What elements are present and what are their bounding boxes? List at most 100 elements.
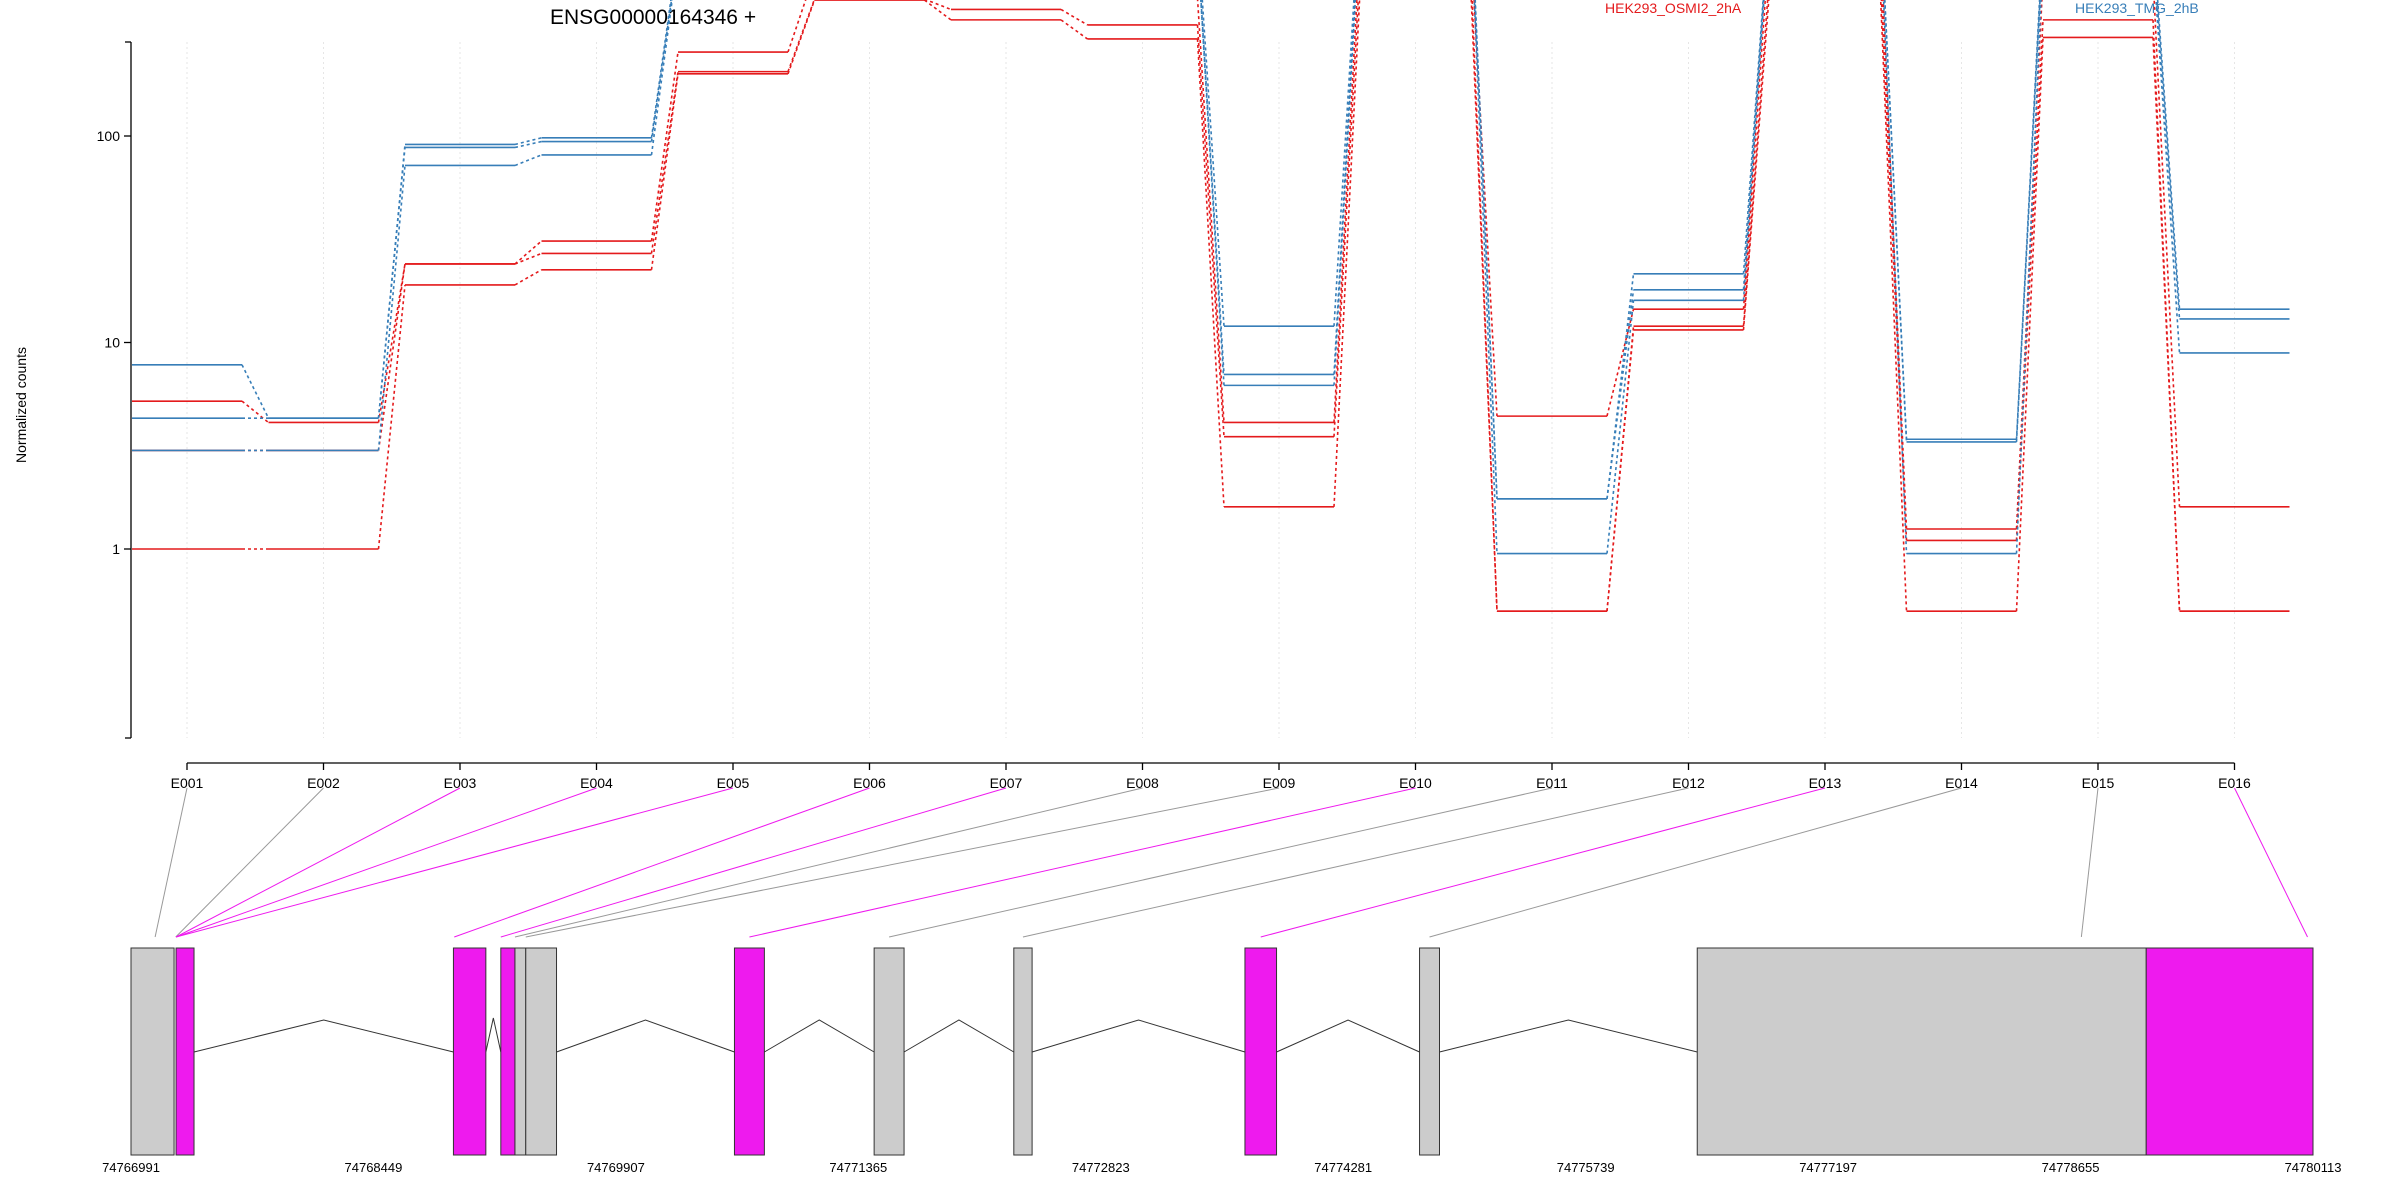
data-connector-E004-E005 xyxy=(650,0,672,138)
x-tick-label-E007: E007 xyxy=(990,775,1023,791)
exon-block-3 xyxy=(452,947,487,1156)
series-HEK293_TMG_2hB-3 xyxy=(132,0,2290,555)
intron-2 xyxy=(193,1019,454,1053)
exon-block-5 xyxy=(514,947,527,1156)
data-connector-E012-E013 xyxy=(1742,0,1765,290)
data-connector-E003-E004 xyxy=(514,269,542,286)
data-connector-E011-E012 xyxy=(1606,300,1635,554)
bin-connector-E013 xyxy=(1260,787,1826,938)
data-connector-E012-E013 xyxy=(1742,0,1770,331)
y-axis-label: Normalized counts xyxy=(13,347,29,463)
exon-block-9 xyxy=(1013,947,1033,1156)
exon-block-2 xyxy=(175,947,195,1156)
data-connector-E014-E015 xyxy=(2015,0,2041,442)
data-connector-E011-E012 xyxy=(1606,289,1635,499)
bin-connector-E009 xyxy=(525,787,1280,938)
data-connector-E013-E014 xyxy=(1879,0,1908,612)
bin-connector-E001 xyxy=(154,787,188,938)
bin-connector-E004 xyxy=(175,787,597,938)
y-tick-label-10: 10 xyxy=(104,335,120,351)
x-tick-label-E009: E009 xyxy=(1263,775,1296,791)
bin-connector-E010 xyxy=(749,787,1416,938)
data-connector-E002-E003 xyxy=(377,284,406,550)
exon-block-11 xyxy=(1419,947,1441,1156)
series-HEK293_OSMI2_2hA-3 xyxy=(132,0,2290,612)
coord-label-10: 74780113 xyxy=(2285,1160,2342,1175)
x-tick-label-E006: E006 xyxy=(853,775,886,791)
data-connector-E011-E012 xyxy=(1606,329,1635,612)
data-connector-E015-E016 xyxy=(2153,0,2181,507)
data-connector-E003-E004 xyxy=(514,137,542,146)
coord-label-9: 74778655 xyxy=(2042,1160,2100,1175)
data-connector-E004-E005 xyxy=(650,51,679,242)
series-HEK293_TMG_2hB-1 xyxy=(132,0,2290,500)
data-connector-E004-E005 xyxy=(650,73,679,270)
bin-connector-E011 xyxy=(888,787,1553,938)
data-connector-E012-E013 xyxy=(1742,0,1769,327)
intron-8 xyxy=(903,1019,1015,1053)
exon-block-1 xyxy=(130,947,175,1156)
x-tick-label-E001: E001 xyxy=(171,775,204,791)
data-connector-E008-E009 xyxy=(1200,0,1225,386)
coord-label-3: 74769907 xyxy=(587,1160,645,1175)
exon-block-6 xyxy=(525,947,558,1156)
x-tick-label-E015: E015 xyxy=(2082,775,2115,791)
y-tick-label-100: 100 xyxy=(97,128,121,144)
data-connector-E010-E011 xyxy=(1473,0,1498,417)
coord-label-8: 74777197 xyxy=(1799,1160,1857,1175)
coord-label-4: 74771365 xyxy=(829,1160,887,1175)
x-tick-label-E008: E008 xyxy=(1126,775,1159,791)
data-connector-E015-E016 xyxy=(2156,0,2181,320)
intron-6 xyxy=(556,1019,735,1053)
coord-label-6: 74774281 xyxy=(1314,1160,1372,1175)
bin-connector-E016 xyxy=(2234,787,2308,938)
data-connector-E008-E009 xyxy=(1196,38,1225,507)
data-connector-E014-E015 xyxy=(2015,19,2044,541)
x-tick-label-E010: E010 xyxy=(1399,775,1432,791)
intron-11 xyxy=(1439,1019,1698,1053)
series-lines xyxy=(132,0,2290,612)
data-connector-E009-E010 xyxy=(1333,0,1355,327)
series-HEK293_TMG_2hB-2 xyxy=(132,0,2290,500)
data-connector-E012-E013 xyxy=(1742,0,1765,301)
x-tick-label-E013: E013 xyxy=(1809,775,1842,791)
bin-connector-E012 xyxy=(1022,787,1689,938)
exon-block-13 xyxy=(2145,947,2314,1156)
series-HEK293_OSMI2_2hA-2 xyxy=(132,0,2290,612)
data-connector-E015-E016 xyxy=(2155,0,2181,354)
bin-connector-E003 xyxy=(175,787,461,938)
legend-entry-osmi2: HEK293_OSMI2_2hA xyxy=(1605,0,1742,16)
data-connector-E003-E004 xyxy=(514,240,543,265)
coord-label-2: 74768449 xyxy=(345,1160,403,1175)
data-connector-E004-E005 xyxy=(650,71,679,254)
data-connector-E002-E003 xyxy=(377,263,406,451)
x-tick-label-E004: E004 xyxy=(580,775,613,791)
exon-map: 74766991 74768449 74769907 74771365 74772823… xyxy=(102,947,2342,1175)
exon-block-10 xyxy=(1244,947,1278,1156)
bin-connector-E002 xyxy=(175,787,324,938)
x-tick-label-E011: E011 xyxy=(1536,775,1568,791)
bin-connectors xyxy=(154,787,2308,938)
data-connector-E009-E010 xyxy=(1333,0,1361,507)
intron-7 xyxy=(764,1019,875,1053)
exon-block-4 xyxy=(500,947,516,1156)
data-connector-E006-E007 xyxy=(924,0,952,11)
data-connector-E009-E010 xyxy=(1333,0,1360,437)
data-connector-E005-E006 xyxy=(787,0,816,75)
x-tick-label-E002: E002 xyxy=(307,775,340,791)
data-connector-E002-E003 xyxy=(377,165,406,451)
x-tick-label-E005: E005 xyxy=(717,775,750,791)
x-tick-label-E012: E012 xyxy=(1672,775,1705,791)
data-connector-E008-E009 xyxy=(1200,0,1225,375)
data-connector-E002-E003 xyxy=(377,147,406,419)
exon-block-7 xyxy=(733,947,765,1156)
data-connector-E008-E009 xyxy=(1201,0,1225,327)
data-connector-E005-E006 xyxy=(787,0,807,53)
data-connector-E008-E009 xyxy=(1196,24,1225,437)
data-connector-E015-E016 xyxy=(2156,0,2181,310)
chart-title: ENSG00000164346 + xyxy=(550,6,756,29)
coord-label-1: 74766991 xyxy=(102,1160,160,1175)
bin-connector-E007 xyxy=(500,787,1007,938)
